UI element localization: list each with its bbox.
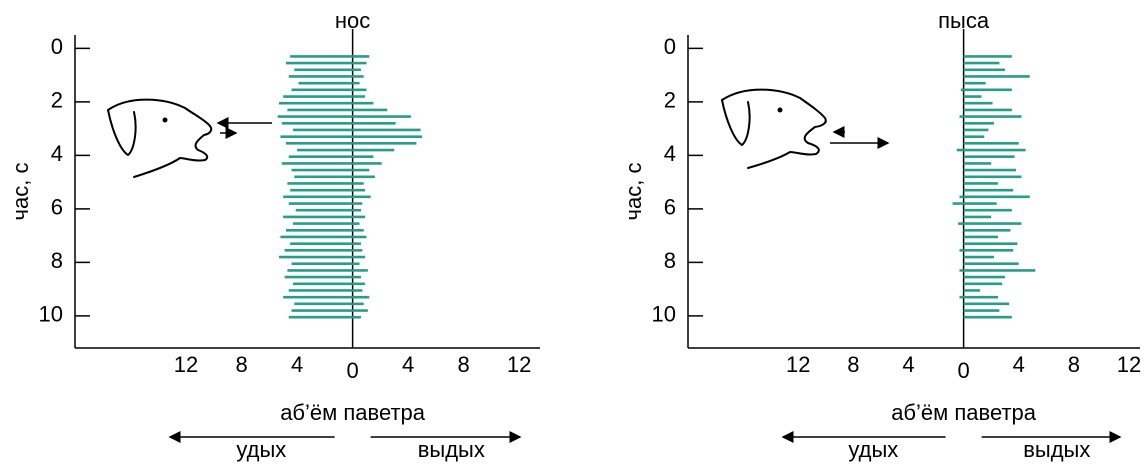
x-axis-label: аб’ём паветра: [891, 400, 1037, 425]
x-tick-label: 4: [902, 352, 914, 377]
x-tick-label: 8: [458, 352, 470, 377]
dog-nose-illustration: [107, 98, 272, 178]
y-tick-label: 6: [664, 195, 676, 220]
x-tick-label: 8: [1068, 352, 1080, 377]
direction-label: удых: [848, 437, 898, 462]
x-tick-label: 12: [1117, 352, 1141, 377]
y-tick-label: 8: [51, 248, 63, 273]
y-tick-label: 0: [51, 34, 63, 59]
x-tick-label: 4: [1013, 352, 1025, 377]
x-tick-label: 0: [346, 358, 358, 383]
x-tick-label: 0: [957, 358, 969, 383]
x-axis-label: аб’ём паветра: [280, 400, 426, 425]
x-tick-label: 12: [507, 352, 531, 377]
x-tick-label: 8: [847, 352, 859, 377]
x-tick-label: 8: [235, 352, 247, 377]
chart-title: пыса: [938, 8, 990, 33]
x-tick-label: 4: [291, 352, 303, 377]
y-axis-label: час, с: [8, 163, 33, 221]
direction-label: удых: [236, 437, 286, 462]
direction-label: выдых: [418, 437, 485, 462]
y-tick-label: 6: [51, 195, 63, 220]
x-tick-label: 4: [402, 352, 414, 377]
y-tick-label: 4: [664, 141, 676, 166]
y-tick-label: 4: [51, 141, 63, 166]
y-tick-label: 2: [51, 88, 63, 113]
y-tick-label: 8: [664, 248, 676, 273]
x-tick-label: 12: [786, 352, 810, 377]
chart-title: нос: [335, 8, 370, 33]
y-tick-label: 10: [39, 302, 63, 327]
x-tick-label: 12: [174, 352, 198, 377]
direction-label: выдых: [1023, 437, 1090, 462]
y-tick-label: 2: [664, 88, 676, 113]
dog-mouth-illustration: [721, 88, 890, 169]
y-tick-label: 10: [652, 302, 676, 327]
y-tick-label: 0: [664, 34, 676, 59]
y-axis-label: час, с: [621, 163, 646, 221]
